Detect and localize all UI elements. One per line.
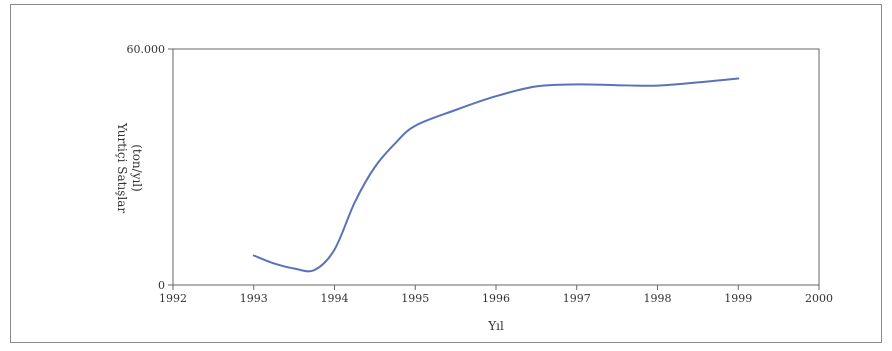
y-tick-label: 0 (158, 279, 165, 292)
x-tick-label: 1998 (644, 292, 672, 305)
y-axis-title: Yurtiçi Satışlar (ton/yıl) (115, 122, 144, 214)
x-tick-label: 1996 (482, 292, 510, 305)
x-tick-label: 1994 (321, 292, 349, 305)
x-tick-label: 1995 (401, 292, 429, 305)
x-tick-label: 2000 (805, 292, 833, 305)
x-tick-label: 1999 (724, 292, 752, 305)
series-layer (252, 77, 740, 273)
chart-frame (10, 4, 882, 343)
x-tick-label: 1992 (159, 292, 187, 305)
y-axis-ticks: 0 60.000 (127, 43, 173, 292)
series-line (252, 77, 740, 273)
y-axis-title-line-1: Yurtiçi Satışlar (115, 122, 129, 214)
y-tick-label: 60.000 (127, 43, 166, 56)
y-axis-title-line-2: (ton/yıl) (130, 144, 144, 192)
x-axis-title: Yıl (487, 319, 504, 333)
x-tick-label: 1993 (240, 292, 268, 305)
plot-area (172, 48, 820, 286)
x-tick-label: 1997 (563, 292, 591, 305)
x-axis-ticks: 1992 1993 1994 1995 1996 1997 1998 1999 2000 (159, 285, 833, 305)
